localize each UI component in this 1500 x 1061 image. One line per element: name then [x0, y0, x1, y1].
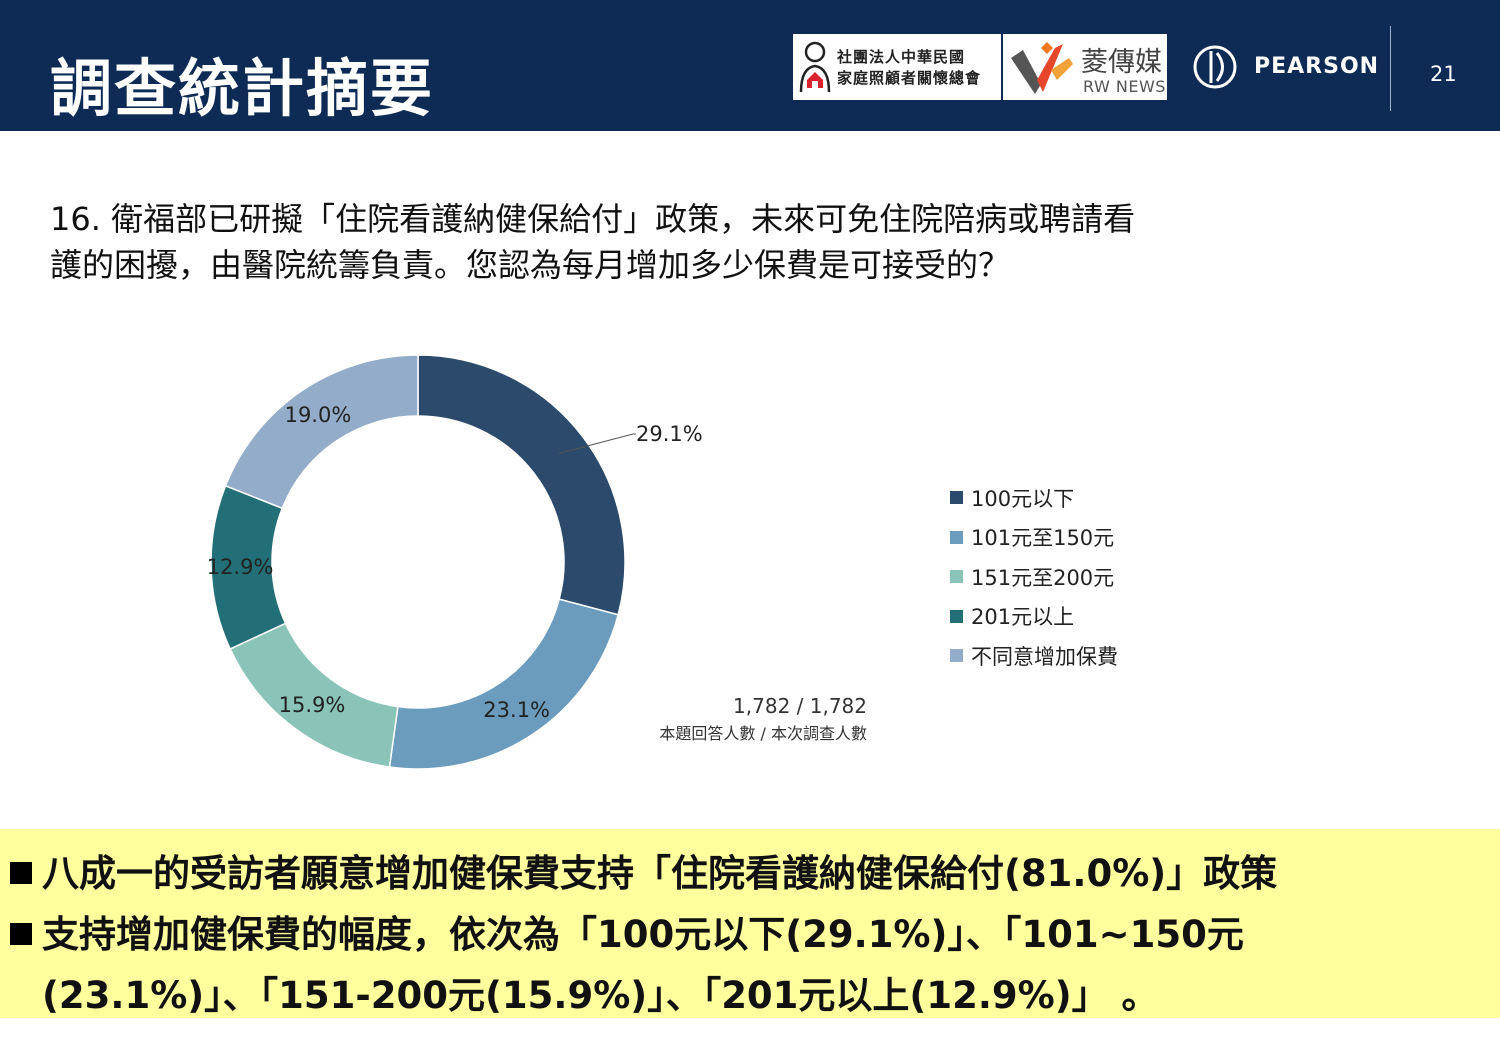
summary-box: 八成一的受訪者願意增加健保費支持「住院看護納健保給付(81.0%)」政策 支持增…: [0, 829, 1500, 1018]
data-label-3: 15.9%: [279, 693, 346, 717]
respondent-count-label: 本題回答人數 / 本次調查人數: [659, 724, 867, 743]
legend-label: 201元以上: [971, 605, 1075, 630]
header-divider: [1390, 26, 1391, 111]
square-bullet-icon: [10, 862, 32, 884]
data-label-4: 12.9%: [207, 555, 274, 579]
data-label-1: 29.1%: [636, 422, 703, 446]
association-name-line2: 家庭照顧者關懷總會: [837, 69, 982, 87]
association-name-line1: 社團法人中華民國: [837, 48, 966, 66]
association-logo: 社團法人中華民國 家庭照顧者關懷總會: [793, 34, 1001, 100]
legend-item: 151元至200元: [950, 557, 1118, 597]
legend-label: 不同意增加保費: [971, 644, 1118, 669]
legend-item: 100元以下: [950, 478, 1118, 518]
leader-line: [558, 433, 636, 454]
legend-label: 151元至200元: [971, 565, 1115, 590]
question-line1: 16. 衛福部已研擬「住院看護納健保給付」政策，未來可免住院陪病或聘請看: [50, 200, 1136, 238]
rwnews-en-text: RW NEWS: [1083, 77, 1166, 96]
rwnews-logo: 菱傳媒 RW NEWS: [1003, 34, 1167, 100]
legend-label: 101元至150元: [971, 526, 1115, 551]
donut-slice-1: [417, 354, 626, 616]
summary-line3: (23.1%)」、「151-200元(15.9%)」、「201元以上(12.9%…: [42, 974, 1159, 1017]
legend-label: 100元以下: [971, 486, 1075, 511]
summary-line2: 支持增加健保費的幅度，依次為「100元以下(29.1%)」、「101~150元: [10, 904, 1244, 958]
pearson-logo-icon: [1193, 45, 1237, 89]
rwnews-mark-icon: [1011, 42, 1073, 94]
legend-swatch: [950, 530, 963, 544]
legend-swatch: [950, 609, 963, 623]
legend-item: 不同意增加保費: [950, 636, 1118, 676]
header-bar: 調查統計摘要 社團法人中華民國 家庭照顧者關懷總會 菱傳媒 RW NEWS PE…: [0, 0, 1500, 131]
rwnews-cn-text: 菱傳媒: [1081, 47, 1162, 78]
legend-item: 201元以上: [950, 597, 1118, 637]
summary-text1: 八成一的受訪者願意增加健保費支持「住院看護納健保給付(81.0%)」政策: [42, 852, 1278, 895]
donut-chart: 29.1% 23.1% 15.9% 12.9% 19.0%: [207, 354, 703, 770]
data-label-2: 23.1%: [483, 698, 550, 722]
legend-item: 101元至150元: [950, 518, 1118, 558]
respondent-count: 1,782 / 1,782 本題回答人數 / 本次調查人數: [600, 694, 867, 744]
donut-slice-5: [224, 354, 419, 510]
chart-legend: 100元以下 101元至150元 151元至200元 201元以上不同意增加保費: [950, 478, 1118, 676]
caregiver-logo-icon: [799, 41, 831, 93]
donut-slice-2: [388, 598, 620, 770]
page-number: 21: [1430, 62, 1457, 86]
square-bullet-icon: [10, 923, 32, 945]
legend-swatch: [950, 491, 963, 505]
survey-question: 16. 衛福部已研擬「住院看護納健保給付」政策，未來可免住院陪病或聘請看 護的困…: [50, 196, 1310, 288]
legend-swatch: [950, 649, 963, 663]
respondent-count-value: 1,782 / 1,782: [733, 694, 867, 718]
data-label-5: 19.0%: [285, 403, 352, 427]
summary-line1: 八成一的受訪者願意增加健保費支持「住院看護納健保給付(81.0%)」政策: [10, 843, 1277, 897]
question-line2: 護的困擾，由醫院統籌負責。您認為每月增加多少保費是可接受的？: [50, 246, 1011, 284]
page-title: 調查統計摘要: [50, 52, 435, 125]
summary-text2: 支持增加健保費的幅度，依次為「100元以下(29.1%)」、「101~150元: [42, 913, 1244, 956]
pearson-logo-text: PEARSON: [1254, 54, 1380, 79]
legend-swatch: [950, 570, 963, 584]
